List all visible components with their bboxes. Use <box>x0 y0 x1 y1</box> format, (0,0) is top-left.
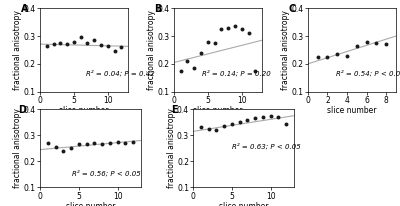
Point <box>334 53 340 56</box>
Text: B: B <box>154 4 162 14</box>
Text: A: A <box>21 4 28 14</box>
Point <box>198 51 204 54</box>
Text: R² = 0.14; P = 0.20: R² = 0.14; P = 0.20 <box>202 70 271 77</box>
Y-axis label: fractional anisotropy: fractional anisotropy <box>13 10 22 90</box>
X-axis label: slice number: slice number <box>66 202 115 206</box>
Point <box>232 25 238 28</box>
Point <box>213 128 220 132</box>
Y-axis label: fractional anisotropy: fractional anisotropy <box>166 108 176 188</box>
Point <box>252 117 258 120</box>
Point <box>244 118 251 121</box>
Point <box>364 40 370 43</box>
X-axis label: slice number: slice number <box>219 202 268 206</box>
Point <box>236 121 243 124</box>
Point <box>78 36 84 39</box>
X-axis label: slice number: slice number <box>59 106 109 115</box>
Point <box>252 69 258 73</box>
Y-axis label: fractional anisotropy: fractional anisotropy <box>13 108 22 188</box>
Point <box>206 127 212 130</box>
Point <box>64 42 70 46</box>
Point <box>314 55 321 59</box>
Point <box>191 66 198 70</box>
Point <box>221 124 228 128</box>
Point <box>104 44 111 47</box>
Point <box>373 41 380 45</box>
Point <box>50 43 57 46</box>
Point <box>324 55 331 59</box>
Point <box>275 115 282 119</box>
Text: R² = 0.54; P < 0.05: R² = 0.54; P < 0.05 <box>336 70 400 77</box>
Point <box>238 27 245 31</box>
Point <box>218 27 224 31</box>
Text: C: C <box>288 4 296 14</box>
Point <box>344 54 350 57</box>
Point <box>98 43 104 47</box>
Y-axis label: fractional anisotropy: fractional anisotropy <box>147 10 156 90</box>
Point <box>60 149 66 153</box>
Point <box>111 50 118 53</box>
Point <box>122 142 128 145</box>
Point <box>106 142 113 145</box>
Point <box>198 126 204 129</box>
Point <box>225 26 231 29</box>
Text: R² = 0.63; P < 0.05: R² = 0.63; P < 0.05 <box>232 144 300 150</box>
Point <box>71 41 77 44</box>
Point <box>212 41 218 45</box>
Point <box>57 41 64 45</box>
Point <box>91 142 98 145</box>
Point <box>245 32 252 35</box>
X-axis label: slice number: slice number <box>193 106 243 115</box>
Point <box>283 122 290 125</box>
Point <box>260 115 266 119</box>
Point <box>68 147 74 150</box>
Point <box>44 44 50 47</box>
Text: R² = 0.04; P = 0.42: R² = 0.04; P = 0.42 <box>86 70 154 77</box>
Text: E: E <box>171 105 178 115</box>
Point <box>91 39 98 42</box>
Y-axis label: fractional anisotropy: fractional anisotropy <box>281 10 290 90</box>
Point <box>205 40 211 43</box>
Point <box>83 143 90 146</box>
Point <box>354 44 360 47</box>
Point <box>118 46 124 49</box>
Point <box>52 145 59 149</box>
X-axis label: slice number: slice number <box>327 106 377 115</box>
Point <box>76 143 82 146</box>
Text: D: D <box>18 105 26 115</box>
Point <box>229 122 235 125</box>
Point <box>114 140 121 143</box>
Point <box>268 114 274 117</box>
Point <box>84 41 91 45</box>
Point <box>184 60 191 63</box>
Point <box>383 43 390 46</box>
Text: R² = 0.56; P < 0.05: R² = 0.56; P < 0.05 <box>72 170 141 177</box>
Point <box>44 142 51 145</box>
Point <box>178 69 184 73</box>
Point <box>99 143 105 146</box>
Point <box>130 140 136 143</box>
